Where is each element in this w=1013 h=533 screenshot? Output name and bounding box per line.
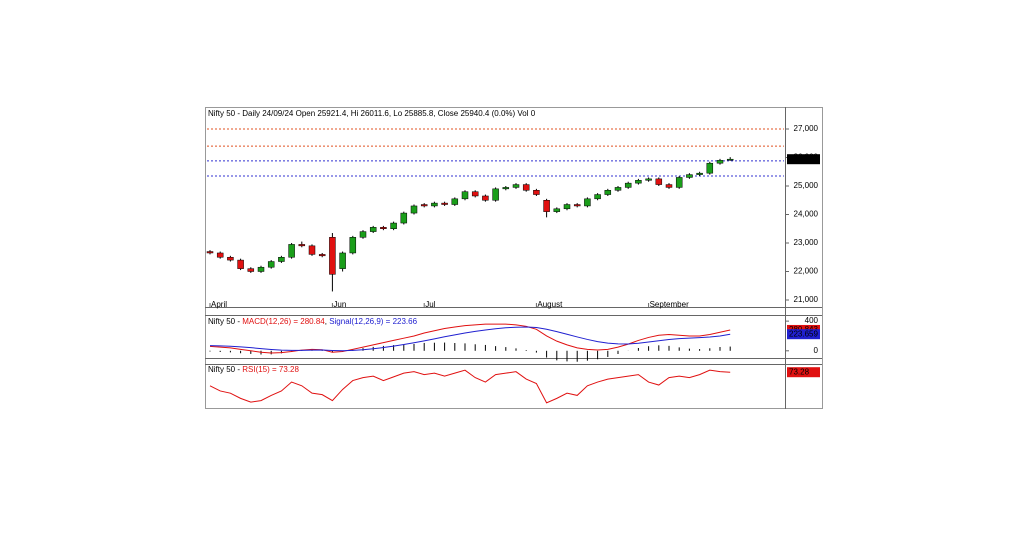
candle-body [614,187,622,191]
candle-body [206,251,214,254]
price-tag [787,367,820,378]
candle-body [553,208,561,212]
candle-body [594,194,601,200]
legend-entry: Signal(12,26,9) = 223.66 [329,317,417,326]
candle-body [216,252,224,258]
candle-body [573,204,581,207]
candle-body [706,162,714,174]
candle-body [522,184,530,191]
price-tag-label: 73.28 [789,367,810,376]
candle-body [696,172,703,175]
candle-body [237,259,244,269]
candle-body [451,198,459,205]
candle-body [420,204,428,207]
x-tick-label: April [211,300,227,309]
candle-body [339,252,346,269]
candle-body [655,178,663,185]
candle-body [318,254,326,257]
candle-body [359,231,367,238]
y-tick-label: 27,000 [794,124,819,133]
candle-body [635,180,642,184]
candle-body [533,190,540,195]
candle-body [665,184,673,188]
candle-body [675,177,683,188]
candle-body [227,256,234,261]
price-tag-label: 223.659 [789,329,818,338]
y-tick-label: 0 [814,346,819,355]
legend-separator: , [325,317,329,326]
candle-body [726,158,734,161]
x-tick-label: August [537,300,563,309]
candle-body [471,191,479,197]
candle-body [563,204,571,210]
candle-body [288,244,295,258]
y-tick-label: 22,000 [794,267,819,276]
candle-body [369,227,377,232]
price-tag [787,329,820,340]
candle-body [441,202,448,205]
candle-body [686,174,693,178]
indicator-line [209,326,731,352]
price-tag [787,154,820,165]
candle-body [461,191,469,200]
candle-body [267,261,275,268]
panel-title: Nifty 50 - RSI(15) = 73.28 [208,365,299,374]
candle-body [380,227,387,229]
y-tick-label: 25,000 [794,181,819,190]
candle-body [624,182,632,188]
x-tick-label: September [650,300,689,309]
candle-body [278,256,285,262]
candle-body [431,202,438,207]
y-tick-label: 24,000 [794,210,819,219]
candle-body [584,198,591,207]
chart-title: Nifty 50 - Daily 24/09/24 Open 25921.4, … [208,109,536,118]
candle-body [257,266,265,272]
candle-body [410,205,418,214]
candle-body [247,268,255,272]
x-tick-label: Jun [333,300,346,309]
x-tick-label: Jul [425,300,435,309]
legend-entry: RSI(15) = 73.28 [242,365,299,374]
candle-body [329,237,336,275]
y-tick-label: 400 [805,316,819,325]
panel-title-prefix: Nifty 50 - [208,317,242,326]
candle-body [512,184,520,188]
candle-body [492,188,499,201]
candle-body [543,199,550,212]
y-tick-label: 21,000 [794,295,819,304]
candle-body [390,222,397,229]
candle-body [645,178,652,181]
y-tick-label: 23,000 [794,238,819,247]
candle-body [298,244,306,247]
indicator-line [209,369,731,404]
candle-body [502,187,510,190]
candle-body [604,190,612,195]
candle-body [400,212,408,224]
panel-title: Nifty 50 - MACD(12,26) = 280.84, Signal(… [208,317,418,326]
candle-body [482,195,489,201]
price-tag-label: 25,940.4 [789,154,821,163]
candle-body [349,237,357,254]
legend-entry: MACD(12,26) = 280.84 [242,317,325,326]
panel-title-prefix: Nifty 50 - [208,365,242,374]
chart-frame [205,107,823,409]
candle-body [308,245,316,255]
candle-body [716,160,724,164]
